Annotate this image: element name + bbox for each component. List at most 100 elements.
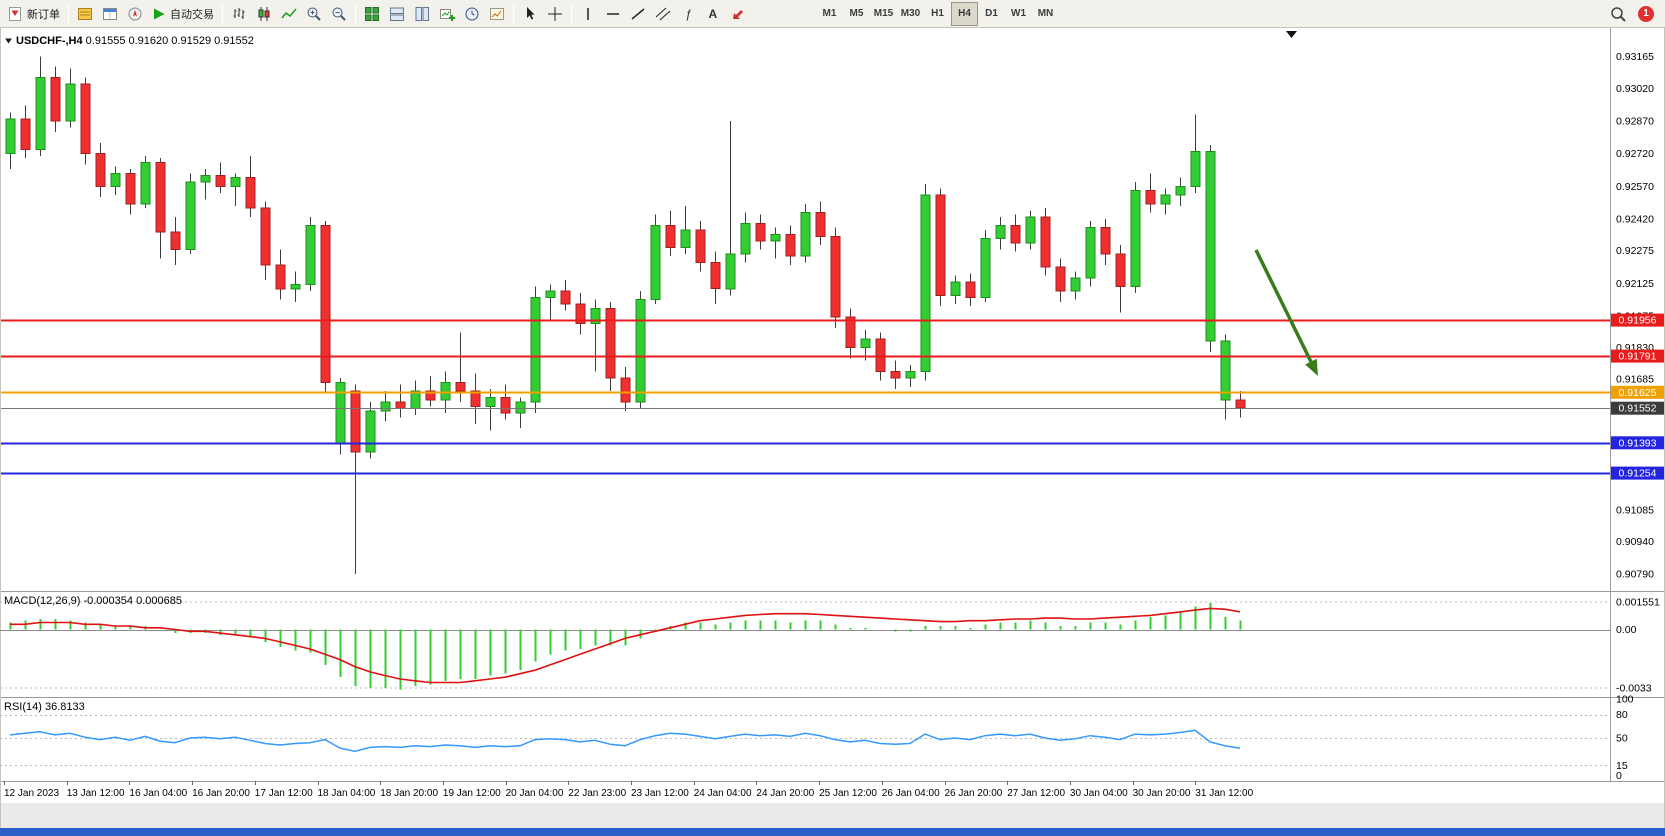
svg-text:50: 50 [1616,733,1628,745]
autotrading-label: 自动交易 [170,8,214,21]
svg-text:0.92125: 0.92125 [1616,278,1654,290]
navigator-button[interactable] [123,2,147,26]
price-tag-0.91254: 0.91254 [1611,466,1664,480]
template-icon [489,6,505,22]
svg-text:16 Jan 20:00: 16 Jan 20:00 [192,788,250,799]
svg-text:0.91956: 0.91956 [1619,315,1657,327]
line-chart-button[interactable] [277,2,301,26]
time-axis: 12 Jan 2023 13 Jan 12:00 16 Jan 04:00 16 Ja… [4,781,1254,799]
cursor-tool-button[interactable] [518,2,542,26]
period-button[interactable] [460,2,484,26]
market-watch-button[interactable] [73,2,97,26]
svg-text:0.91393: 0.91393 [1619,437,1657,449]
timeframe-button-mn[interactable]: MN [1032,2,1059,26]
svg-text:19 Jan 12:00: 19 Jan 12:00 [443,788,501,799]
zoom-in-button[interactable] [302,2,326,26]
price-tag-0.91625: 0.91625 [1611,385,1664,399]
arrows-tool-button[interactable] [726,2,750,26]
price-tag-0.91552: 0.91552 [1611,401,1664,415]
svg-text:27 Jan 12:00: 27 Jan 12:00 [1007,788,1065,799]
market-watch-icon [77,6,93,22]
candlesticks [5,56,1246,575]
candlestick-chart-button[interactable] [252,2,276,26]
timeframe-button-d1[interactable]: D1 [978,2,1005,26]
svg-text:24 Jan 04:00: 24 Jan 04:00 [694,788,752,799]
svg-text:0: 0 [1616,770,1622,782]
toolbar-separator [513,3,514,24]
svg-text:0.001551: 0.001551 [1616,597,1660,609]
arrange-horizontal-icon [389,6,405,22]
alerts-badge[interactable]: 1 [1638,5,1654,22]
zoom-in-icon [306,6,322,22]
svg-text:24 Jan 20:00: 24 Jan 20:00 [756,788,814,799]
rsi-pane: 100 80 50 150 RSI(14) 36.8133 [0,694,1634,782]
svg-text:0.91625: 0.91625 [1619,387,1657,399]
timeframe-button-m15[interactable]: M15 [870,2,897,26]
new-order-label: 新订单 [27,8,60,21]
macd-label: MACD(12,26,9) -0.000354 0.000685 [4,595,182,607]
price-tag-0.91393: 0.91393 [1611,436,1664,450]
line-chart-icon [281,6,297,22]
new-order-icon [7,6,23,22]
arrange-horizontal-button[interactable] [385,2,409,26]
svg-text:0.93165: 0.93165 [1616,51,1654,63]
arrange-vertical-button[interactable] [410,2,434,26]
price-chart[interactable]: 0.93165 0.93020 0.92870 0.92720 0.92570 0.924… [0,28,1665,828]
price-tag-0.91956: 0.91956 [1611,313,1664,327]
svg-text:25 Jan 12:00: 25 Jan 12:00 [819,788,877,799]
tile-windows-icon [364,6,380,22]
svg-text:17 Jan 12:00: 17 Jan 12:00 [255,788,313,799]
timeframe-button-m1[interactable]: M1 [816,2,843,26]
horizontal-line-tool-button[interactable] [601,2,625,26]
svg-text:23 Jan 12:00: 23 Jan 12:00 [631,788,689,799]
template-button[interactable] [485,2,509,26]
svg-text:12 Jan 2023: 12 Jan 2023 [4,788,59,799]
svg-text:22 Jan 23:00: 22 Jan 23:00 [568,788,626,799]
search-button[interactable] [1606,2,1630,26]
svg-text:0.92870: 0.92870 [1616,116,1654,128]
timeframe-button-m5[interactable]: M5 [843,2,870,26]
data-window-button[interactable] [98,2,122,26]
new-chart-button[interactable] [435,2,459,26]
svg-text:0.91085: 0.91085 [1616,504,1654,516]
svg-text:0.92570: 0.92570 [1616,181,1654,193]
rsi-label: RSI(14) 36.8133 [4,701,85,713]
bar-chart-button[interactable] [227,2,251,26]
channel-tool-button[interactable] [651,2,675,26]
toolbar-separator [571,3,572,24]
crosshair-tool-button[interactable] [543,2,567,26]
vertical-line-tool-button[interactable] [576,2,600,26]
timeframe-button-m30[interactable]: M30 [897,2,924,26]
svg-text:-0.0033: -0.0033 [1616,682,1652,694]
crosshair-icon [547,6,563,22]
zoom-out-button[interactable] [327,2,351,26]
arrows-icon [730,6,746,22]
fibonacci-icon: ƒ [680,6,696,22]
tile-windows-button[interactable] [360,2,384,26]
toolbar-separator [355,3,356,24]
svg-text:0.91254: 0.91254 [1619,468,1657,480]
timeframe-button-h4[interactable]: H4 [951,1,978,26]
timeframe-button-w1[interactable]: W1 [1005,2,1032,26]
navigator-icon [127,6,143,22]
fibonacci-tool-button[interactable]: ƒ [676,2,700,26]
svg-text:100: 100 [1616,694,1634,706]
trendline-tool-button[interactable] [626,2,650,26]
search-icon [1610,6,1626,22]
scroll-to-end-marker[interactable] [1286,31,1297,38]
svg-text:0.92420: 0.92420 [1616,214,1654,226]
chart-title: USDCHF-,H4 0.91555 0.91620 0.91529 0.915… [16,35,254,47]
trend-arrow[interactable] [1254,249,1318,376]
timeframe-button-h1[interactable]: H1 [924,2,951,26]
bar-chart-icon [231,6,247,22]
new-order-button[interactable]: 新订单 [3,2,64,26]
autotrading-button[interactable]: 自动交易 [148,2,218,26]
text-tool-button[interactable]: A [701,2,725,26]
macd-signal-line [10,607,1241,684]
symbol-dropdown-icon[interactable] [5,38,12,44]
vertical-line-icon [580,6,596,22]
svg-text:26 Jan 20:00: 26 Jan 20:00 [945,788,1003,799]
svg-text:0.00: 0.00 [1616,624,1637,636]
svg-text:ƒ: ƒ [685,7,692,21]
svg-text:16 Jan 04:00: 16 Jan 04:00 [129,788,187,799]
